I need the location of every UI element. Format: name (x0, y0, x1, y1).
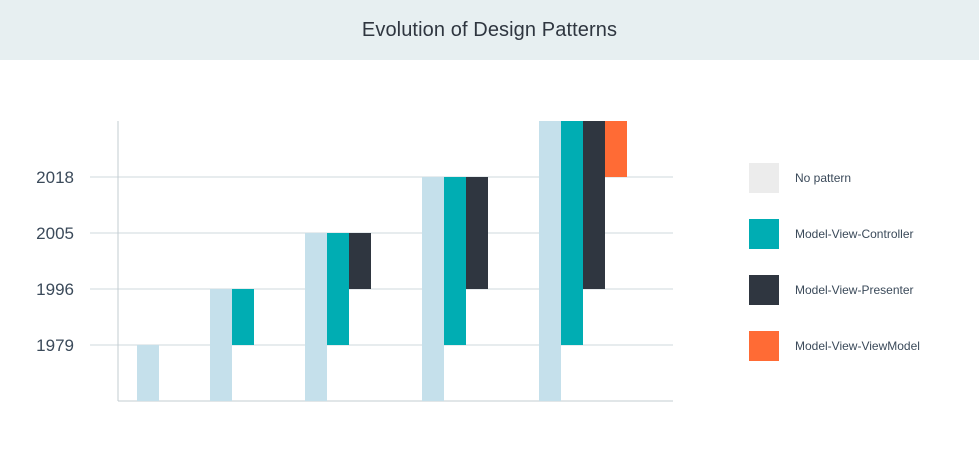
bar (232, 289, 254, 345)
bar (137, 345, 159, 401)
legend-label: Model-View-ViewModel (795, 339, 920, 353)
chart-title-bar: Evolution of Design Patterns (0, 0, 979, 60)
bar (349, 233, 371, 289)
y-tick-label: 2005 (36, 224, 74, 243)
y-tick-label: 1996 (36, 280, 74, 299)
legend-item: Model-View-Presenter (749, 275, 969, 305)
legend-label: Model-View-Controller (795, 227, 914, 241)
legend-swatch (749, 331, 779, 361)
bar (327, 233, 349, 345)
bar (561, 121, 583, 345)
chart-title: Evolution of Design Patterns (361, 18, 618, 41)
bar (539, 121, 561, 401)
legend-swatch (749, 219, 779, 249)
legend-swatch (749, 275, 779, 305)
legend-item: No pattern (749, 163, 969, 193)
bar (305, 233, 327, 401)
y-tick-label: 2018 (36, 168, 74, 187)
bar (210, 289, 232, 401)
bar (605, 121, 627, 177)
legend-label: Model-View-Presenter (795, 283, 914, 297)
bar (444, 177, 466, 345)
bar (583, 121, 605, 289)
legend-item: Model-View-ViewModel (749, 331, 969, 361)
bar (422, 177, 444, 401)
y-tick-label: 1979 (36, 336, 74, 355)
legend-label: No pattern (795, 171, 852, 185)
bar (466, 177, 488, 289)
legend-swatch (749, 163, 779, 193)
legend-item: Model-View-Controller (749, 219, 969, 249)
